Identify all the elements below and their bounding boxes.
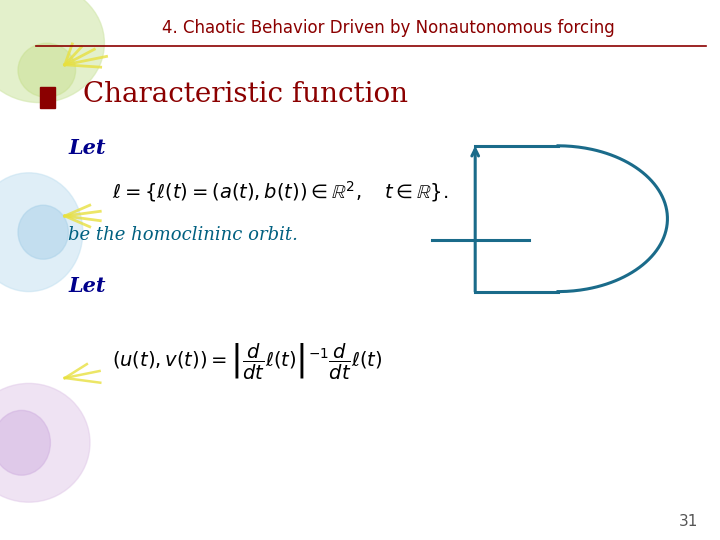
Ellipse shape: [0, 383, 90, 502]
Text: 4. Chaotic Behavior Driven by Nonautonomous forcing: 4. Chaotic Behavior Driven by Nonautonom…: [163, 19, 615, 37]
Text: be the homoclininc orbit.: be the homoclininc orbit.: [68, 226, 298, 244]
Ellipse shape: [0, 410, 50, 475]
Ellipse shape: [0, 173, 83, 292]
Text: Characteristic function: Characteristic function: [83, 81, 408, 108]
Text: Let: Let: [68, 276, 106, 296]
Text: Let: Let: [68, 138, 106, 159]
Ellipse shape: [18, 43, 76, 97]
Text: $\ell = \{\ell(t) = (a(t), b(t)) \in \mathbb{R}^2, \quad t \in \mathbb{R}\}.$: $\ell = \{\ell(t) = (a(t), b(t)) \in \ma…: [112, 179, 448, 204]
Ellipse shape: [0, 0, 104, 103]
Ellipse shape: [18, 205, 68, 259]
Text: 31: 31: [679, 514, 698, 529]
Bar: [40, 87, 55, 108]
Text: $(u(t), v(t)) = \left|\dfrac{d}{dt}\ell(t)\right|^{-1} \dfrac{d}{dt}\ell(t)$: $(u(t), v(t)) = \left|\dfrac{d}{dt}\ell(…: [112, 342, 382, 382]
